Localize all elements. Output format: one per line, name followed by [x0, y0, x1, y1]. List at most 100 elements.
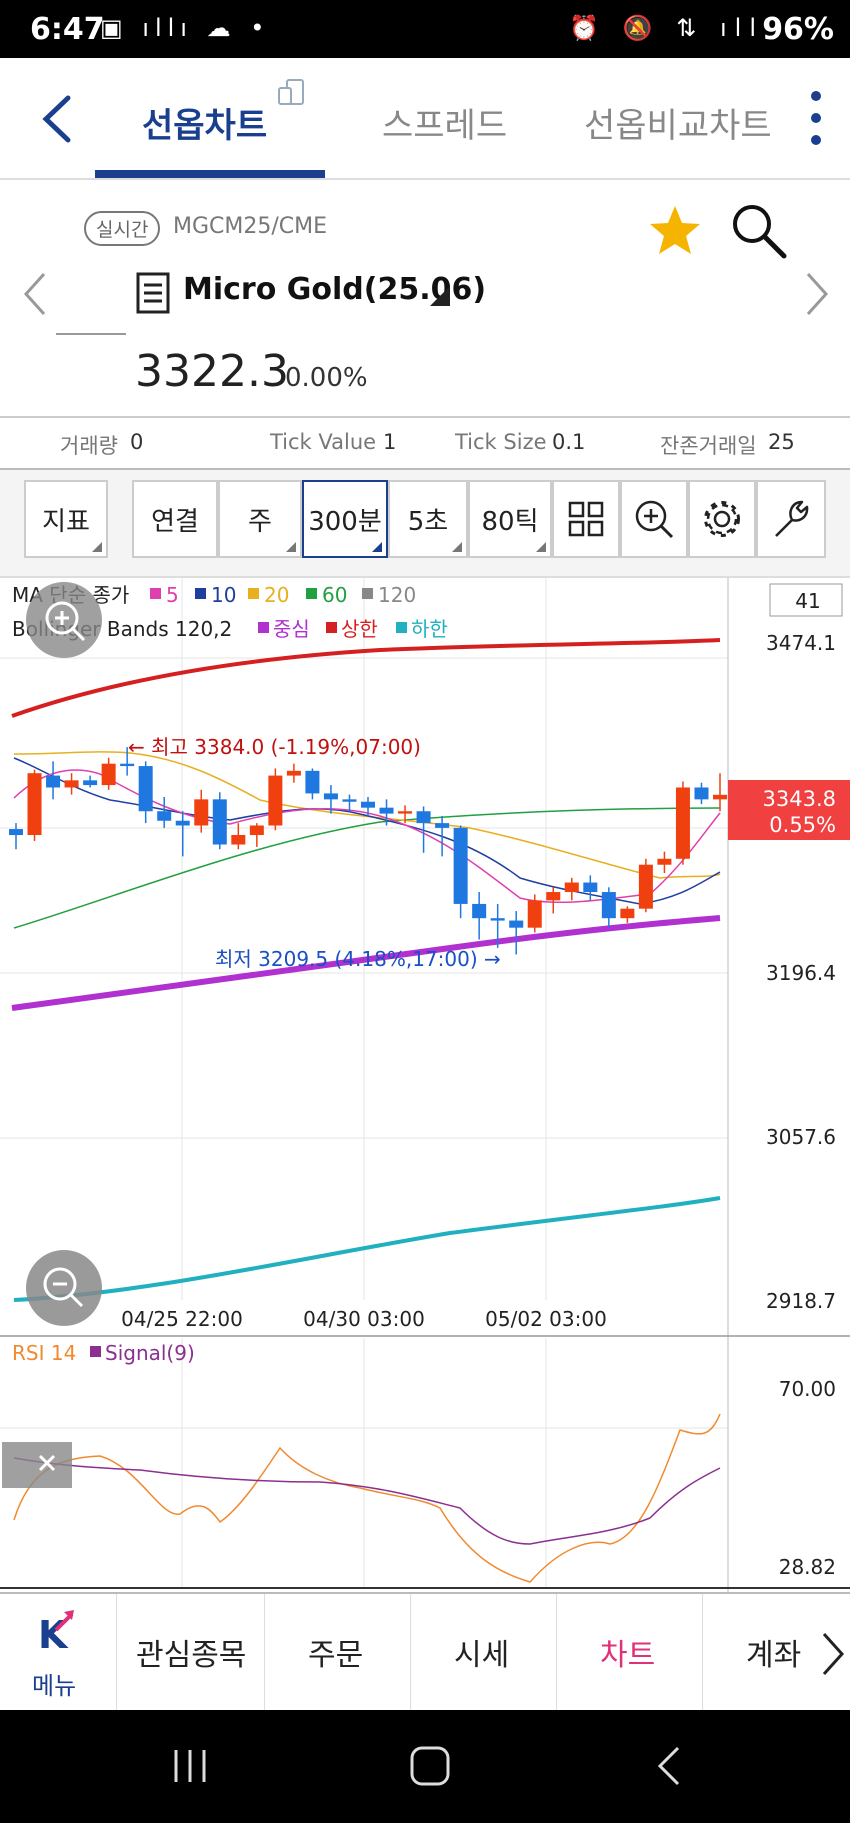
tab-futures-chart[interactable]: 선옵차트: [142, 106, 268, 146]
candle-body: [101, 763, 116, 786]
legend-ma20: 20: [264, 583, 289, 607]
previous-instrument-icon[interactable]: [22, 272, 48, 316]
legend-ma5: 5: [166, 583, 179, 607]
interval-300min-button[interactable]: 300분: [302, 480, 388, 558]
tab-spread[interactable]: 스프레드: [382, 106, 508, 146]
candle-body: [416, 811, 431, 824]
legend-ma10: 10: [211, 583, 236, 607]
candle-body: [638, 864, 653, 909]
stat-label-remaining-days: 잔존거래일: [660, 434, 757, 458]
rsi-close-button[interactable]: [2, 1442, 72, 1488]
signal-legend-swatch: [90, 1346, 101, 1357]
more-menu-icon[interactable]: [806, 88, 826, 148]
candle: [27, 769, 42, 841]
gear-icon: [704, 501, 740, 537]
candle-body: [231, 835, 246, 845]
ma5-line: [13, 769, 721, 904]
top-navigation: 선옵차트 스프레드 선옵비교차트: [0, 58, 850, 180]
candle-body: [120, 763, 135, 767]
candle-body: [564, 882, 579, 893]
current-price: 3322.3: [135, 346, 289, 397]
system-back-icon[interactable]: [654, 1744, 684, 1788]
stats-row: 거래량 0 Tick Value 1 Tick Size 0.1 잔존거래일 2…: [0, 418, 850, 470]
battery-level: 96%: [762, 12, 834, 47]
candle-body: [472, 903, 487, 919]
menu-label: 메뉴: [32, 1672, 77, 1700]
y-tick-4: 2918.7: [766, 1289, 836, 1313]
candle-body: [157, 811, 172, 821]
device-switch-icon[interactable]: [277, 78, 307, 110]
nav-order[interactable]: 주문: [308, 1638, 364, 1673]
chart-counter-box: [769, 583, 843, 617]
chart-toolbar: 지표 연결 주 300분 5초 80틱: [0, 470, 850, 578]
candle-body: [509, 920, 524, 928]
candle-body: [490, 918, 505, 921]
seconds-label: 5초: [407, 506, 449, 537]
candle: [249, 823, 264, 847]
brand-logo-icon: K: [38, 1610, 74, 1654]
candle-body: [268, 775, 283, 826]
zoom-out-magnifier-icon: [43, 1267, 77, 1301]
ticks-button[interactable]: 80틱: [468, 480, 552, 558]
candle: [583, 875, 598, 901]
menu-button[interactable]: K 메뉴: [0, 1594, 116, 1712]
recent-apps-icon[interactable]: [170, 1746, 210, 1786]
nav-chart[interactable]: 차트: [600, 1638, 656, 1673]
indicator-button[interactable]: 지표: [24, 480, 108, 558]
candle: [9, 823, 23, 850]
status-system-icons: ⏰ 🔕 ⇅ ıll: [569, 14, 764, 42]
legend-bb-up: 상한: [341, 617, 378, 641]
candle: [268, 768, 283, 831]
candle: [657, 851, 672, 874]
rsi-y-tick-2: 28.82: [779, 1555, 836, 1579]
layout-grid-button[interactable]: [552, 480, 620, 558]
nav-quote[interactable]: 시세: [454, 1638, 510, 1673]
x-tick-3: 05/02 03:00: [485, 1307, 607, 1331]
candle-body: [675, 787, 690, 859]
next-instrument-icon[interactable]: [804, 272, 830, 316]
candle: [83, 775, 98, 788]
candle-body: [694, 787, 709, 800]
candle: [175, 811, 190, 857]
nav-divider: [264, 1594, 265, 1712]
candle: [435, 815, 450, 857]
zoom-button[interactable]: [620, 480, 688, 558]
settings-button[interactable]: [688, 480, 756, 558]
connect-button[interactable]: 연결: [132, 480, 218, 558]
rsi-y-tick-1: 70.00: [779, 1377, 836, 1401]
tab-compare-chart[interactable]: 선옵비교차트: [584, 106, 772, 146]
search-icon[interactable]: [730, 202, 788, 260]
candle: [398, 805, 413, 824]
chart-zoom-out-button[interactable]: [26, 1250, 102, 1326]
candle-body: [249, 825, 264, 836]
back-icon[interactable]: [40, 94, 74, 144]
week-button[interactable]: 주: [218, 480, 302, 558]
candle: [546, 887, 561, 914]
legend-bb-items: 중심 상한 하한: [258, 617, 448, 641]
seconds-button[interactable]: 5초: [388, 480, 468, 558]
home-icon[interactable]: [408, 1744, 452, 1788]
x-tick-1: 04/25 22:00: [121, 1307, 243, 1331]
nav-account[interactable]: 계좌: [746, 1638, 802, 1673]
candle-body: [546, 892, 561, 901]
nav-more-chevron-icon[interactable]: [820, 1632, 846, 1676]
candle-body: [64, 780, 79, 788]
status-time: 6:47: [30, 12, 105, 47]
favorite-star-icon[interactable]: [648, 204, 702, 258]
candle: [472, 892, 487, 940]
bottom-navigation: K 메뉴 관심종목 주문 시세 차트 계좌: [0, 1592, 850, 1712]
ma10-line: [13, 757, 721, 905]
instrument-list-icon[interactable]: [136, 272, 170, 314]
current-price-tag-value: 3343.8: [763, 787, 836, 811]
ma60-line: [13, 807, 721, 929]
candle: [231, 823, 246, 850]
candle: [101, 757, 116, 790]
chart-zoom-in-button[interactable]: [26, 582, 102, 658]
nav-watchlist[interactable]: 관심종목: [136, 1638, 247, 1673]
price-change: 0.00%: [285, 363, 368, 393]
candle-body: [194, 799, 209, 826]
status-notification-icons: ▣ ıllı ☁ •: [100, 14, 271, 42]
tools-button[interactable]: [756, 480, 826, 558]
price-chart[interactable]: MA 단순 종가 5 10 20 60 120 Bollinger Bands …: [0, 578, 850, 1592]
dropdown-arrow-icon[interactable]: [428, 284, 452, 308]
